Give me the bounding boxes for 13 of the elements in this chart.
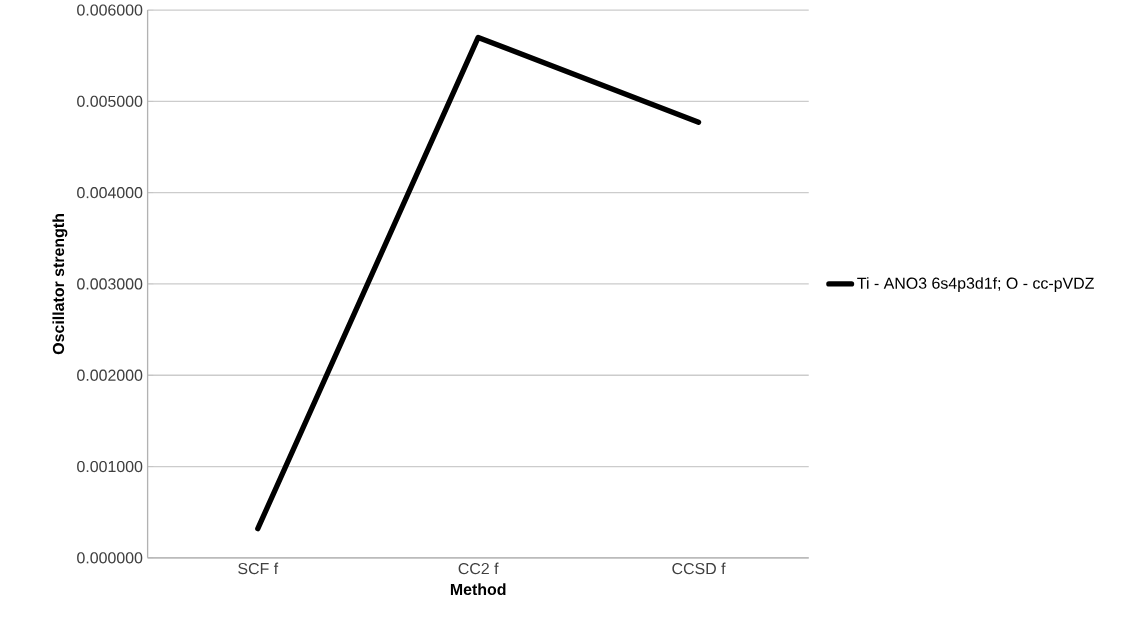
x-tick-label: CC2 f [458, 562, 499, 575]
y-tick-label: 0.002000 [77, 369, 143, 381]
y-tick-label: 0.005000 [77, 95, 143, 107]
x-axis-title: Method [450, 583, 506, 595]
y-tick-label: 0.003000 [77, 278, 143, 290]
x-tick-label: CCSD f [672, 562, 726, 575]
legend-label: Ti - ANO3 6s4p3d1f; O - cc-pVDZ [857, 277, 1094, 292]
y-tick-label: 0.001000 [77, 460, 143, 473]
y-tick-label: 0.006000 [77, 4, 143, 16]
y-axis-title: Oscillator strength [52, 214, 68, 355]
y-tick-label: 0.004000 [77, 186, 143, 199]
x-tick-label: SCF f [238, 562, 279, 575]
y-tick-label: 0.000000 [77, 552, 143, 564]
